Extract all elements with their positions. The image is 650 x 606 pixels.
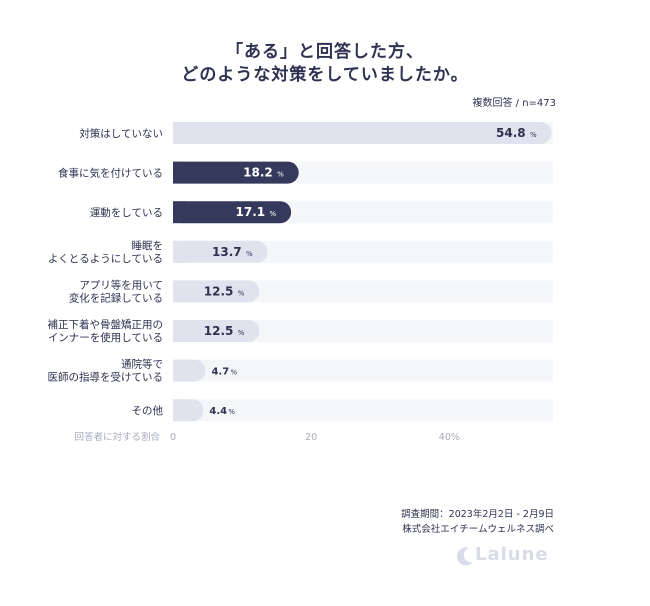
survey-period: 調査期間：2023年2月2日 - 2月9日 (401, 509, 554, 520)
x-axis-label: 回答者に対する割合 (74, 431, 160, 443)
bar-track (173, 320, 553, 342)
bar (173, 280, 260, 303)
category-label: 補正下着や骨盤矯正用の (48, 318, 164, 331)
survey-company: 株式会社エイチームウェルネス調べ (402, 524, 554, 535)
x-tick-label: 0 (170, 432, 176, 443)
bar (173, 320, 260, 342)
chart-title-line-2: どのような対策をしていましたか。 (181, 65, 469, 85)
data-label: 13.7 (212, 245, 242, 259)
bar-left-cap (173, 320, 185, 342)
data-label: 18.2 (243, 166, 273, 180)
category-label: その他 (132, 404, 164, 417)
bar-chart: 複数回答 / n=473 54.8 % 対策はしていない 18.2 % 食事に気を付けている… (48, 96, 557, 443)
category-label: インナーを使用している (48, 331, 163, 344)
data-label: 4.4 (209, 406, 227, 417)
chart-title-line-1: 「ある」と回答した方、 (226, 42, 424, 62)
bar-left-cap (173, 161, 185, 184)
data-label: 54.8 (496, 126, 526, 140)
category-label: 運動をしている (90, 206, 163, 219)
data-label: 12.5 (204, 284, 234, 298)
bar-track (173, 280, 553, 303)
data-label-unit: % (230, 369, 237, 377)
x-tick-label: 40% (439, 432, 460, 443)
category-label: よくとるようにしている (48, 253, 163, 265)
bar-left-cap (173, 399, 185, 422)
logo-text: Lalune (475, 544, 549, 565)
category-label: 対策はしていない (79, 127, 163, 140)
bar (173, 122, 552, 144)
category-label: 医師の指導を受けている (48, 371, 164, 384)
category-label: アプリ等を用いて (79, 278, 163, 291)
data-label-unit: % (238, 329, 245, 337)
category-label: 睡眠を (132, 239, 164, 252)
moon-icon (456, 547, 473, 566)
bar-left-cap (173, 359, 185, 382)
lalune-logo: Lalune (456, 544, 556, 568)
data-label-unit: % (228, 408, 235, 416)
category-label: 変化を記録している (69, 291, 163, 304)
data-label: 12.5 (204, 324, 234, 338)
bar-track (173, 359, 553, 382)
bar-left-cap (173, 122, 185, 144)
data-label-unit: % (269, 210, 276, 218)
data-label-unit: % (530, 131, 537, 139)
x-tick-label: 20 (305, 432, 317, 443)
bar (173, 161, 299, 184)
bar-left-cap (173, 280, 185, 303)
bar-track (173, 399, 553, 422)
bar-left-cap (173, 201, 185, 224)
bar (173, 201, 292, 224)
bar-track (173, 240, 553, 263)
bar (173, 240, 268, 263)
data-label: 4.7 (211, 367, 229, 378)
category-label: 通院等で (121, 358, 163, 371)
data-label: 17.1 (236, 205, 266, 219)
data-label-unit: % (238, 289, 245, 297)
category-label: 食事に気を付けている (58, 167, 163, 180)
data-label-unit: % (277, 171, 284, 179)
sample-note: 複数回答 / n=473 (472, 96, 556, 109)
bar-left-cap (173, 240, 185, 263)
data-label-unit: % (246, 250, 253, 258)
